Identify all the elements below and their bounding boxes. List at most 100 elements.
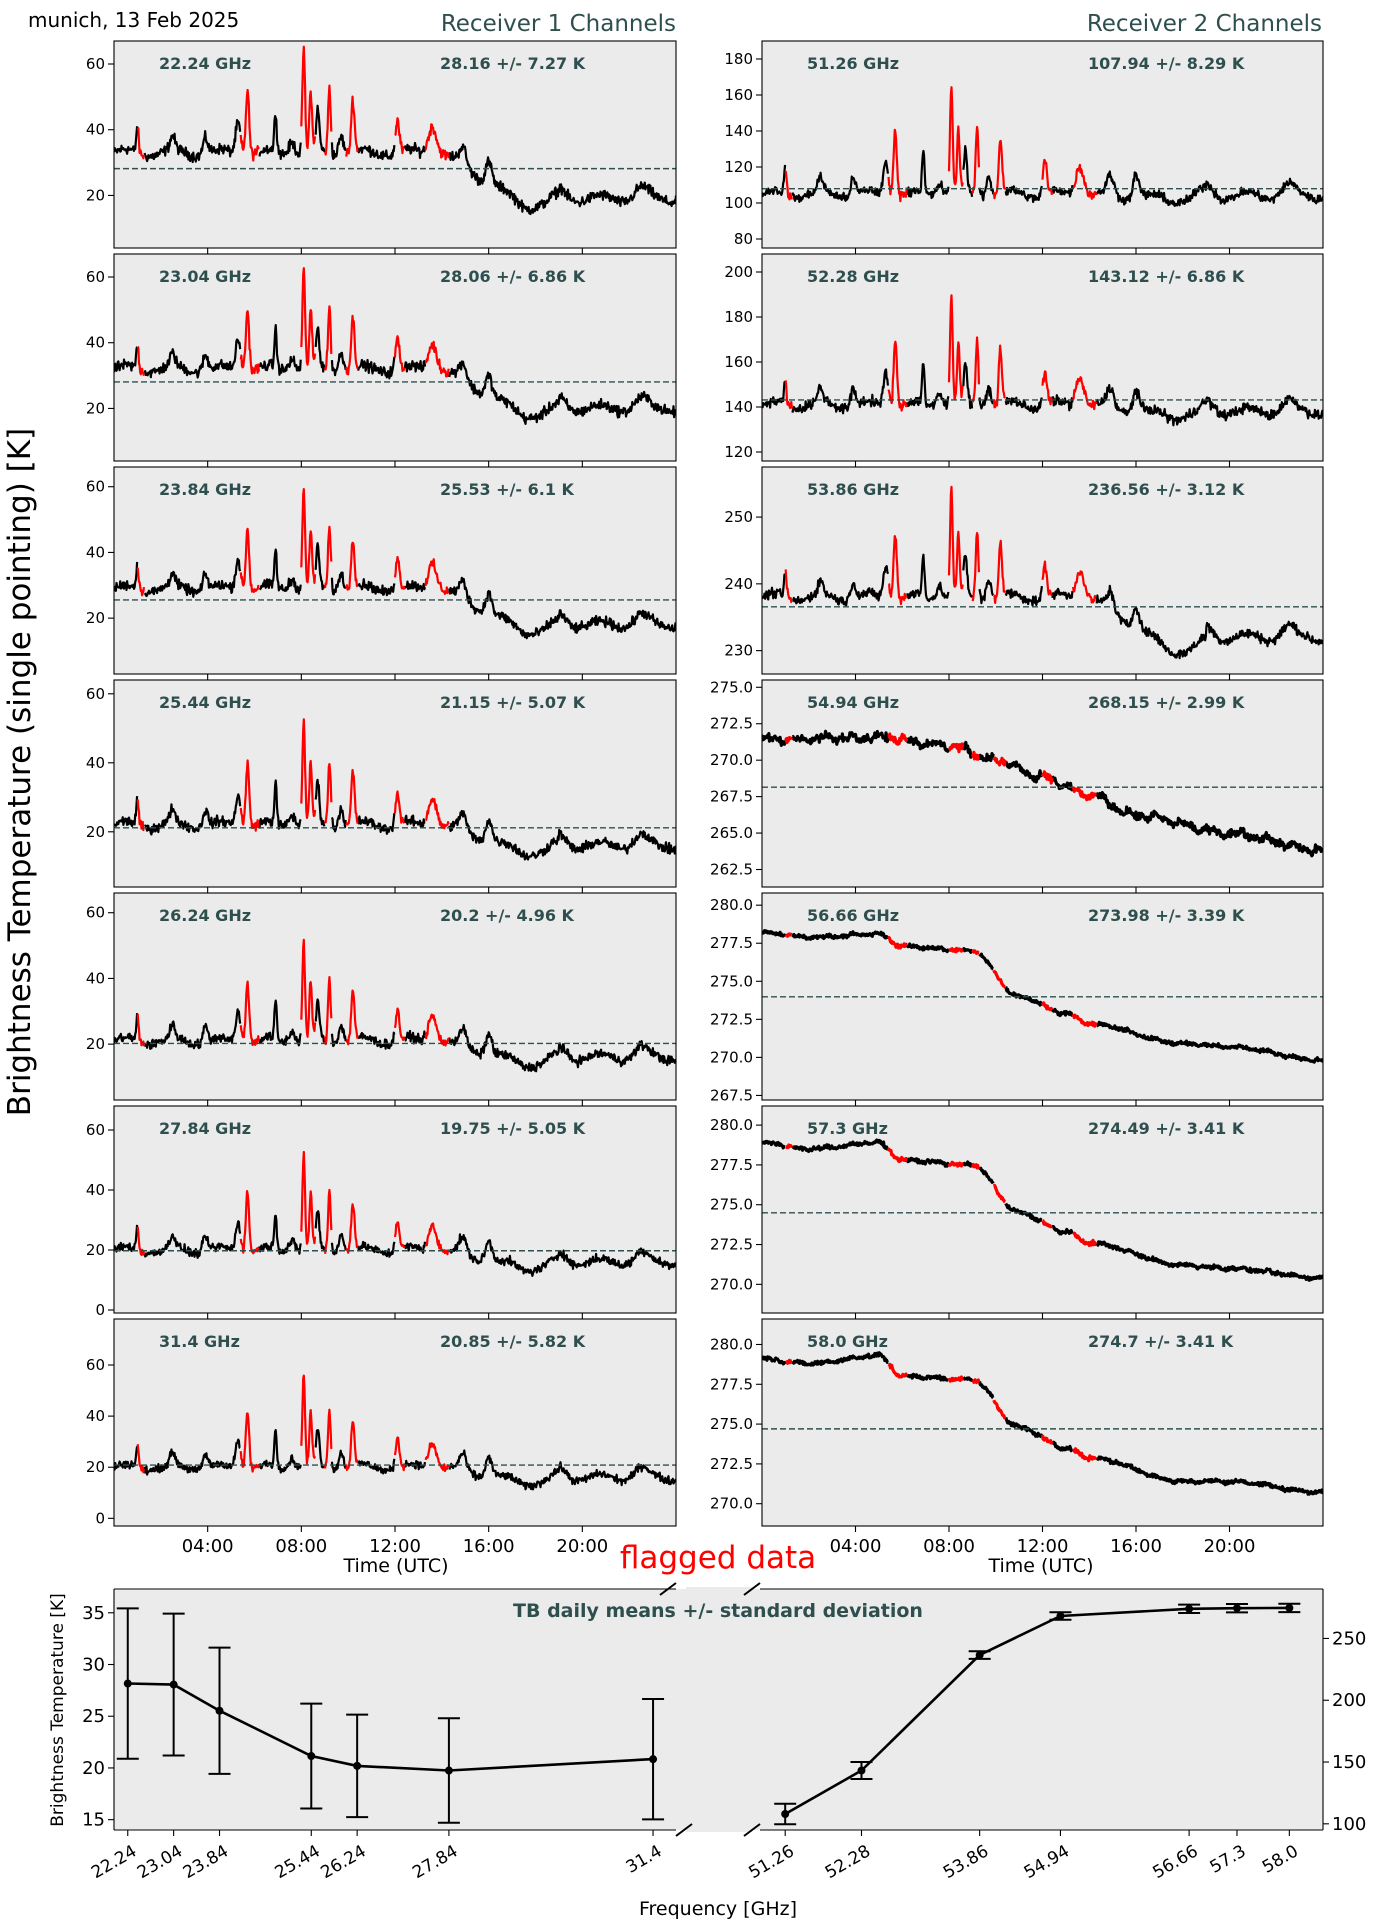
channel-frequency-label: 27.84 GHz <box>159 1119 251 1138</box>
series-good-data <box>762 145 1323 207</box>
channel-frequency-label: 52.28 GHz <box>807 267 899 286</box>
y-tick-label: 20 <box>86 823 105 841</box>
y-tick-label: 140 <box>724 122 753 140</box>
x-tick-label: 16:00 <box>1110 1536 1162 1557</box>
y-tick-label: 40 <box>86 121 105 139</box>
x-tick-label: 54.94 <box>1021 1841 1073 1883</box>
y-tick-label: 20 <box>86 1458 105 1476</box>
x-tick-label: 08:00 <box>923 1536 975 1557</box>
y-tick-label: 35 <box>82 1603 105 1624</box>
panel-r2-1: 80 100 120 140 160 180 51.26 GHz 107.94 +/- 8.2… <box>724 40 1324 254</box>
x-tick-label: 04:00 <box>182 1536 234 1557</box>
y-tick-label: 262.5 <box>710 861 753 879</box>
series-flagged-data <box>136 1374 450 1474</box>
y-tick-label: 20 <box>86 609 105 627</box>
x-tick-label: 56.66 <box>1149 1841 1201 1883</box>
panel-background <box>762 41 1323 248</box>
y-tick-label: 180 <box>724 308 753 326</box>
series-good-data <box>114 1210 676 1277</box>
panel-r1-6: 0 20 40 60 27.84 GHz 19.75 +/- 5.05 K <box>86 1105 677 1319</box>
y-tick-label: 275.0 <box>710 1196 753 1214</box>
axis-break-marker <box>743 1582 761 1596</box>
panel-background <box>762 680 1323 887</box>
y-tick-label: 150 <box>1332 1752 1366 1773</box>
y-tick-label: 270.0 <box>710 1048 753 1066</box>
channel-stats-label: 28.06 +/- 6.86 K <box>440 267 586 286</box>
channel-stats-label: 20.2 +/- 4.96 K <box>440 906 575 925</box>
y-tick-label: 20 <box>86 1241 105 1259</box>
y-tick-label: 100 <box>1332 1814 1366 1835</box>
x-tick-label: 23.04 <box>134 1841 186 1883</box>
channel-frequency-label: 57.3 GHz <box>807 1119 888 1138</box>
y-tick-label: 270.0 <box>710 1495 753 1513</box>
mean-point <box>307 1752 316 1761</box>
mean-point <box>1185 1604 1194 1613</box>
x-tick-label: 20:00 <box>556 1536 608 1557</box>
x-tick-label: 27.84 <box>409 1841 461 1883</box>
y-tick-label: 275.0 <box>710 1415 753 1433</box>
series-flagged-data <box>784 86 1098 203</box>
x-axis-label-right: Time (UTC) <box>987 1555 1093 1577</box>
mean-point <box>1285 1603 1294 1612</box>
x-tick-label: 16:00 <box>463 1536 515 1557</box>
panel-r2-6: 270.0 272.5 275.0 277.5 280.0 57.3 GHz 274.49 … <box>710 1105 1324 1319</box>
y-tick-label: 270.0 <box>710 751 753 769</box>
series-flagged-data <box>784 1358 1098 1463</box>
x-tick-label: 53.86 <box>940 1841 992 1883</box>
channel-frequency-label: 22.24 GHz <box>159 54 251 73</box>
y-tick-label: 140 <box>724 398 753 416</box>
y-tick-label: 250 <box>1332 1628 1366 1649</box>
y-tick-label: 267.5 <box>710 1086 753 1104</box>
axis-break-gap <box>686 1587 752 1832</box>
channel-frequency-label: 54.94 GHz <box>807 693 899 712</box>
mean-point <box>444 1766 453 1775</box>
y-tick-label: 60 <box>86 904 105 922</box>
panel-r1-7: 0 20 40 60 04:00 08:00 12:00 16:00 20:00 31.4 GHz… <box>86 1318 677 1557</box>
y-tick-label: 40 <box>86 1181 105 1199</box>
summary-y-axis-label: Brightness Temperature [K] <box>48 1593 68 1826</box>
series-good-data <box>762 1351 1323 1496</box>
y-tick-label: 200 <box>1332 1690 1366 1711</box>
x-tick-label: 51.26 <box>746 1841 798 1883</box>
flagged-data-label: flagged data <box>620 1540 816 1576</box>
panel-r2-5: 267.5 270.0 272.5 275.0 277.5 280.0 56.66 GHz 2… <box>710 892 1324 1106</box>
channel-stats-label: 143.12 +/- 6.86 K <box>1088 267 1245 286</box>
mean-point <box>353 1761 362 1770</box>
series-good-data <box>114 104 676 216</box>
mean-point <box>781 1810 790 1819</box>
mean-point <box>169 1680 178 1689</box>
y-tick-label: 120 <box>724 158 753 176</box>
channel-frequency-label: 25.44 GHz <box>159 693 251 712</box>
x-axis-label-left: Time (UTC) <box>342 1555 448 1577</box>
channel-frequency-label: 51.26 GHz <box>807 54 899 73</box>
series-flagged-data <box>784 294 1098 412</box>
channel-frequency-label: 58.0 GHz <box>807 1332 888 1351</box>
x-tick-label: 23.84 <box>180 1841 232 1883</box>
y-tick-label: 60 <box>86 268 105 286</box>
y-tick-label: 60 <box>86 685 105 703</box>
channel-frequency-label: 23.84 GHz <box>159 480 251 499</box>
series-flagged-data <box>136 267 450 378</box>
series-flagged-data <box>136 45 450 162</box>
y-tick-label: 0 <box>95 1301 105 1319</box>
receiver2-title: Receiver 2 Channels <box>1087 11 1322 37</box>
channel-frequency-label: 53.86 GHz <box>807 480 899 499</box>
series-good-data <box>114 778 676 861</box>
y-tick-label: 120 <box>724 443 753 461</box>
y-tick-label: 40 <box>86 334 105 352</box>
y-tick-label: 40 <box>86 1407 105 1425</box>
x-tick-label: 26.24 <box>317 1841 369 1883</box>
x-tick-label: 25.44 <box>272 1841 324 1883</box>
channel-stats-label: 274.7 +/- 3.41 K <box>1088 1332 1234 1351</box>
summary-frame <box>113 1588 1324 1831</box>
y-tick-label: 40 <box>86 754 105 772</box>
summary-x-axis-label: Frequency [GHz] <box>639 1898 797 1920</box>
panel-r2-3: 230 240 250 53.86 GHz 236.56 +/- 3.12 K <box>724 466 1324 680</box>
y-tick-label: 277.5 <box>710 1156 753 1174</box>
y-tick-label: 230 <box>724 642 753 660</box>
y-tick-label: 240 <box>724 575 753 593</box>
y-tick-label: 0 <box>95 1509 105 1527</box>
site-date-label: munich, 13 Feb 2025 <box>28 8 239 32</box>
